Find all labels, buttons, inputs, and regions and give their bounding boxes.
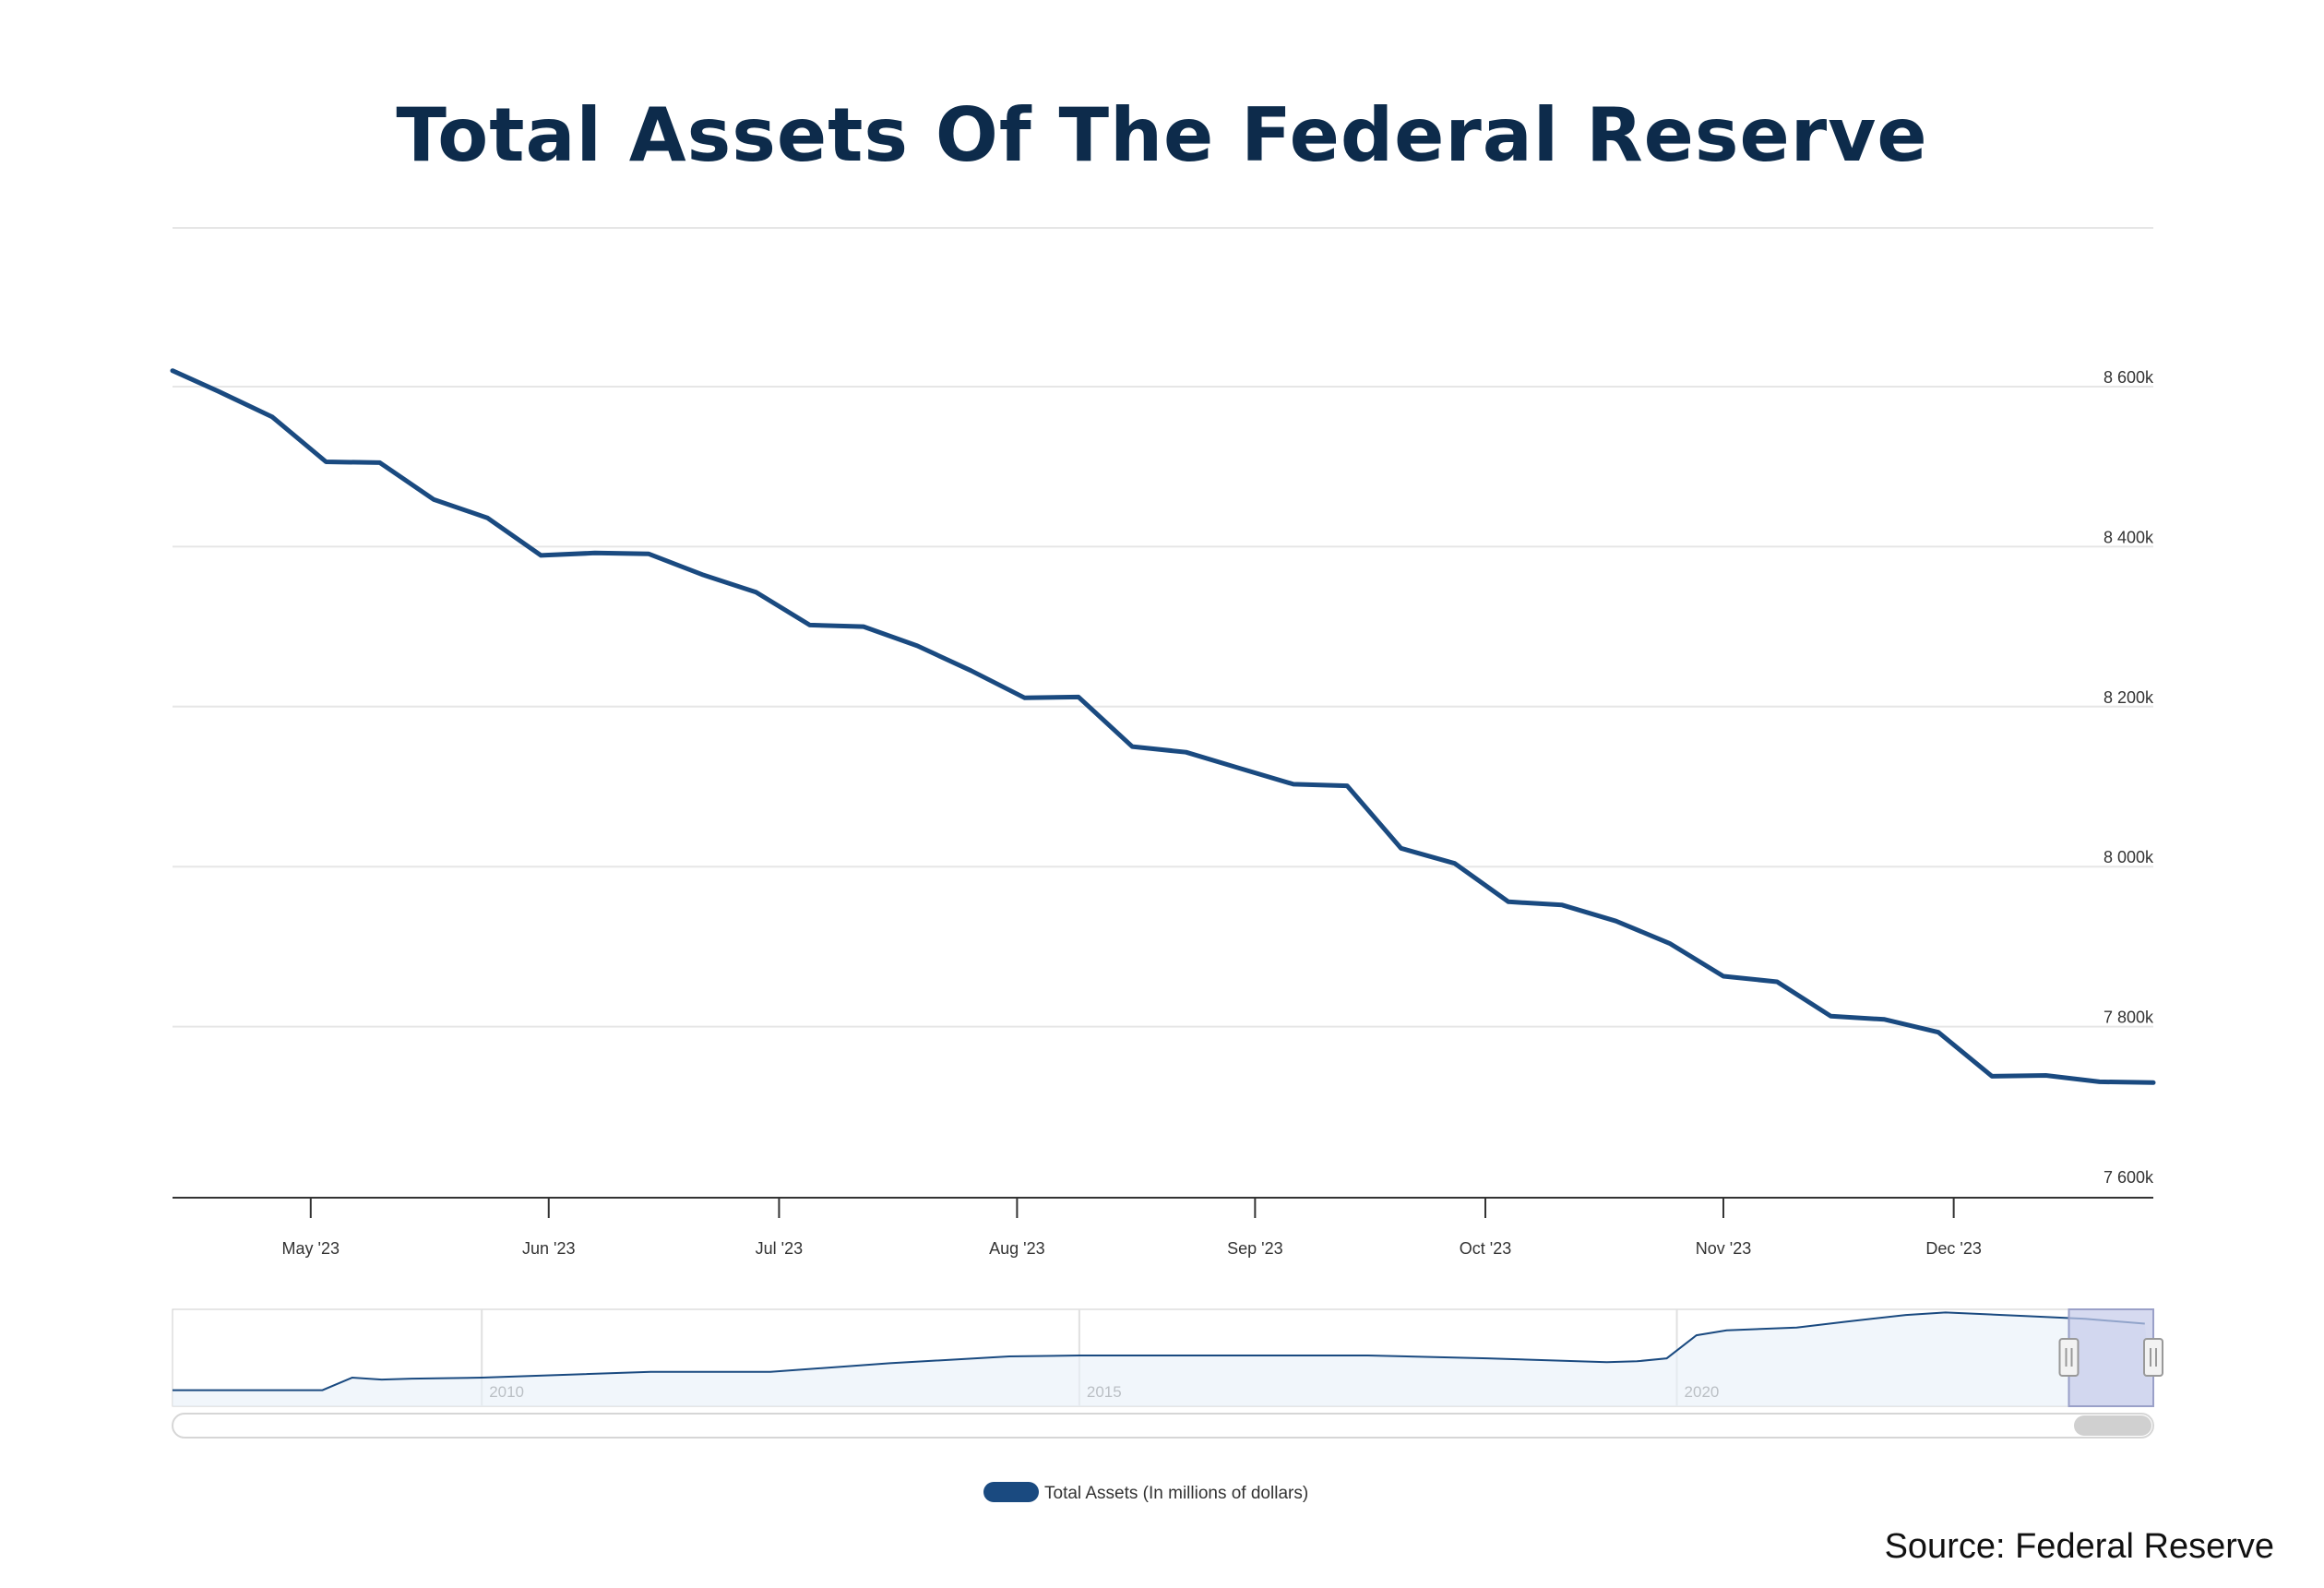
- scrollbar-thumb[interactable]: [2074, 1415, 2151, 1436]
- x-tick-label: Oct '23: [1460, 1239, 1511, 1258]
- chart-title: Total Assets Of The Federal Reserve: [396, 92, 1928, 178]
- grid-lines: [173, 386, 2153, 1028]
- x-tick-label: Jun '23: [522, 1239, 575, 1258]
- y-tick-label: 8 000k: [2104, 848, 2154, 866]
- handle-body[interactable]: [2143, 1338, 2163, 1377]
- y-tick-label: 8 400k: [2104, 528, 2154, 546]
- scrollbar[interactable]: [172, 1413, 2154, 1439]
- y-tick-label: 7 600k: [2104, 1168, 2154, 1187]
- x-tick-label: Jul '23: [756, 1239, 803, 1258]
- legend-swatch: [983, 1482, 1039, 1502]
- y-tick-label: 8 600k: [2104, 368, 2154, 387]
- navigator-area: [173, 1312, 2153, 1406]
- x-tick-label: May '23: [282, 1239, 340, 1258]
- handle-body[interactable]: [2058, 1338, 2080, 1377]
- x-tick-label: Sep '23: [1227, 1239, 1283, 1258]
- navigator-selected-window[interactable]: [2068, 1308, 2154, 1407]
- y-tick-label: 7 800k: [2104, 1009, 2154, 1027]
- series-group: [170, 368, 2156, 1085]
- scrollbar-track[interactable]: [172, 1413, 2154, 1439]
- x-tick-label: Dec '23: [1925, 1239, 1981, 1258]
- navigator-series: [173, 1311, 2153, 1406]
- y-tick-label: 8 200k: [2104, 688, 2154, 707]
- navigator-handle-left[interactable]: [2058, 1338, 2080, 1377]
- navigator-handle-right[interactable]: [2143, 1338, 2163, 1377]
- x-tick-label: Aug '23: [989, 1239, 1045, 1258]
- source-note: Source: Federal Reserve: [1884, 1527, 2274, 1566]
- legend-label[interactable]: Total Assets (In millions of dollars): [1044, 1484, 1308, 1503]
- x-axis-ticks: May '23 Jun '23 Jul '23 Aug '23 Sep '23 Oct '…: [282, 1198, 1982, 1258]
- navigator-line: [173, 1311, 2145, 1391]
- series-line[interactable]: [170, 368, 2156, 1085]
- navigator[interactable]: 201020152020: [172, 1308, 2163, 1407]
- legend[interactable]: Total Assets (In millions of dollars): [983, 1482, 1308, 1503]
- y-axis-labels: 7 600k 7 800k 8 000k 8 200k 8 400k 8 600k: [2104, 368, 2154, 1187]
- navigator-selection[interactable]: [2058, 1308, 2163, 1407]
- x-tick-label: Nov '23: [1696, 1239, 1751, 1258]
